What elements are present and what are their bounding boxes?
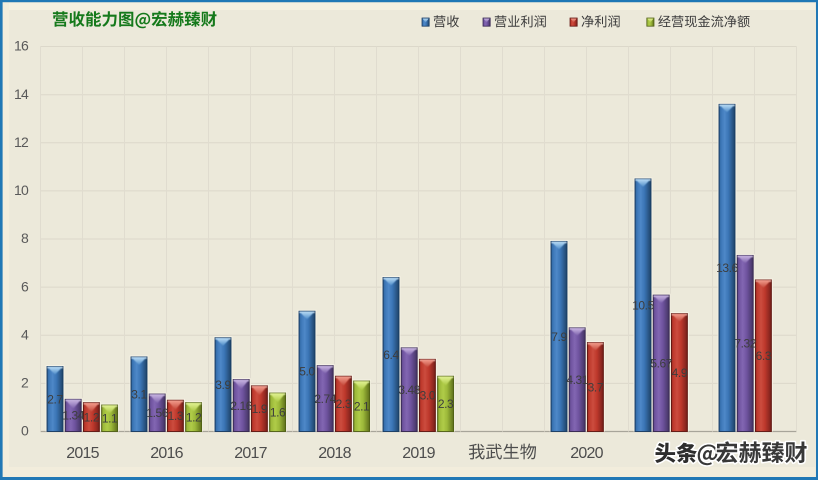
svg-text:8: 8 bbox=[21, 230, 29, 246]
svg-text:2.16: 2.16 bbox=[230, 399, 252, 413]
svg-text:1.2: 1.2 bbox=[186, 410, 202, 424]
svg-text:1.34: 1.34 bbox=[62, 409, 84, 423]
svg-text:12: 12 bbox=[14, 134, 29, 150]
svg-text:10.5: 10.5 bbox=[632, 299, 654, 313]
svg-text:2019: 2019 bbox=[402, 445, 435, 462]
svg-text:3.9: 3.9 bbox=[215, 378, 231, 392]
svg-text:4.31: 4.31 bbox=[566, 373, 588, 387]
svg-text:16: 16 bbox=[14, 38, 29, 54]
svg-text:3.1: 3.1 bbox=[131, 388, 147, 402]
svg-text:1.3: 1.3 bbox=[168, 409, 184, 423]
svg-text:3.48: 3.48 bbox=[398, 383, 420, 397]
svg-text:2016: 2016 bbox=[150, 445, 183, 462]
svg-text:3.0: 3.0 bbox=[420, 389, 436, 403]
svg-text:1.56: 1.56 bbox=[146, 406, 168, 420]
svg-text:6.4: 6.4 bbox=[383, 348, 399, 362]
svg-text:7.9: 7.9 bbox=[551, 330, 567, 344]
svg-text:1.6: 1.6 bbox=[270, 406, 286, 420]
svg-text:2020: 2020 bbox=[570, 445, 603, 462]
svg-text:13.6: 13.6 bbox=[716, 261, 738, 275]
svg-text:14: 14 bbox=[14, 86, 29, 102]
svg-text:2.7: 2.7 bbox=[47, 392, 63, 406]
svg-text:4.9: 4.9 bbox=[672, 366, 688, 380]
svg-text:2.3: 2.3 bbox=[438, 397, 454, 411]
svg-text:2.3: 2.3 bbox=[336, 397, 352, 411]
svg-text:1.1: 1.1 bbox=[102, 412, 118, 426]
svg-text:6.3: 6.3 bbox=[756, 349, 772, 363]
svg-text:7.32: 7.32 bbox=[734, 337, 756, 351]
svg-text:10: 10 bbox=[14, 182, 29, 198]
svg-text:3.7: 3.7 bbox=[588, 380, 604, 394]
svg-text:0: 0 bbox=[21, 423, 29, 439]
svg-text:2018: 2018 bbox=[318, 445, 351, 462]
svg-text:4: 4 bbox=[21, 327, 29, 343]
svg-text:6: 6 bbox=[21, 278, 29, 294]
svg-text:2.74: 2.74 bbox=[314, 392, 336, 406]
svg-text:2017: 2017 bbox=[234, 445, 267, 462]
svg-text:2.1: 2.1 bbox=[354, 400, 370, 414]
svg-text:2: 2 bbox=[21, 375, 29, 391]
svg-text:5.67: 5.67 bbox=[650, 357, 672, 371]
svg-text:5.0: 5.0 bbox=[299, 365, 315, 379]
svg-text:1.9: 1.9 bbox=[252, 402, 268, 416]
svg-text:2015: 2015 bbox=[66, 445, 99, 462]
svg-text:1.2: 1.2 bbox=[84, 410, 100, 424]
